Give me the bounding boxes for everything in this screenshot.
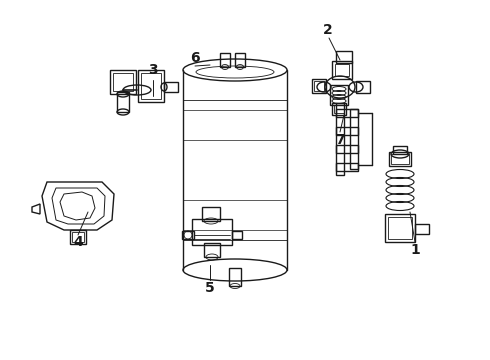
Bar xyxy=(391,154,409,164)
Bar xyxy=(182,231,194,239)
Text: 4: 4 xyxy=(73,235,83,249)
Text: 6: 6 xyxy=(190,51,200,65)
Bar xyxy=(314,81,324,91)
Bar xyxy=(113,73,133,91)
Text: 2: 2 xyxy=(323,23,333,37)
Bar xyxy=(220,53,230,67)
Text: 3: 3 xyxy=(148,63,158,77)
Text: 1: 1 xyxy=(410,243,420,257)
Bar xyxy=(336,109,358,117)
Bar xyxy=(138,70,164,102)
Bar xyxy=(229,268,241,286)
Bar xyxy=(389,152,411,166)
Bar xyxy=(334,105,344,113)
Bar xyxy=(356,81,370,93)
Bar xyxy=(336,163,358,171)
Bar xyxy=(385,214,415,242)
Bar xyxy=(232,231,242,239)
Text: 7: 7 xyxy=(335,133,345,147)
Bar xyxy=(330,85,348,105)
Bar xyxy=(164,82,178,92)
Bar xyxy=(110,70,136,94)
Bar xyxy=(336,51,352,63)
Text: 5: 5 xyxy=(205,281,215,295)
Bar xyxy=(332,61,352,79)
Bar xyxy=(335,64,349,76)
Bar xyxy=(332,103,346,115)
Bar xyxy=(336,127,358,135)
Bar xyxy=(117,92,129,112)
Bar xyxy=(312,79,326,93)
Bar xyxy=(70,230,86,244)
Bar xyxy=(204,243,220,257)
Bar xyxy=(202,207,220,221)
Bar xyxy=(72,232,84,242)
Bar xyxy=(388,217,412,239)
Bar xyxy=(393,146,407,154)
Bar xyxy=(336,145,358,153)
Bar xyxy=(415,224,429,234)
Bar xyxy=(192,219,232,245)
Bar xyxy=(235,53,245,67)
Bar xyxy=(141,73,161,99)
